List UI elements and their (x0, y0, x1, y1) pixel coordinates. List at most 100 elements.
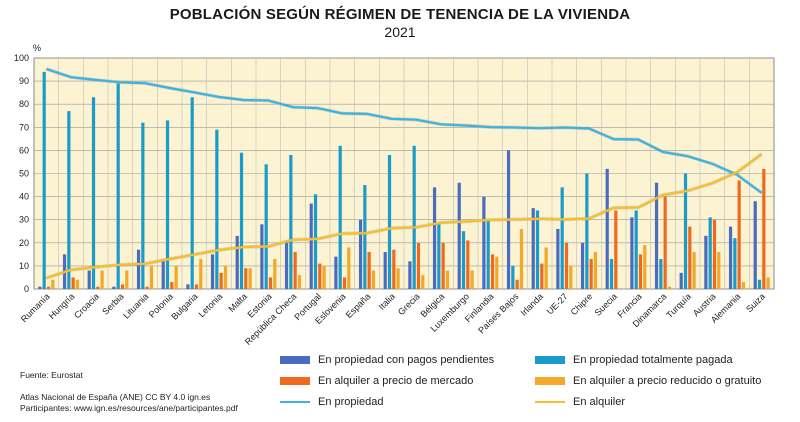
x-tick-label: Italia (377, 291, 398, 312)
bar (367, 252, 371, 289)
bar (457, 182, 461, 289)
y-tick-label: 60 (19, 145, 29, 155)
bar (284, 240, 289, 289)
legend-item-en-alquiler: En alquiler (535, 396, 625, 408)
credit-line-1: Atlas Nacional de España (ANE) CC BY 4.0… (20, 392, 211, 402)
bar (445, 270, 450, 289)
bar (704, 235, 708, 289)
x-tick-label: Lituania (121, 291, 150, 320)
bar (260, 224, 264, 289)
bar (408, 261, 412, 289)
y-tick-label: 40 (19, 192, 29, 202)
bar (42, 71, 46, 289)
bar (741, 282, 746, 289)
y-tick-label: 30 (19, 215, 29, 225)
legend-swatch (280, 377, 310, 385)
bar (199, 258, 203, 289)
x-tick-label: Grecia (396, 291, 422, 317)
chart-subtitle: 2021 (384, 24, 416, 40)
legend-swatch (280, 356, 310, 364)
bar (170, 282, 174, 289)
bar (383, 252, 387, 289)
bar (708, 217, 712, 289)
bar (120, 284, 125, 289)
bar (540, 263, 544, 289)
legend-line (280, 401, 310, 403)
legend-label: En propiedad con pagos pendientes (318, 354, 495, 366)
bar (482, 196, 486, 289)
chart-title: POBLACIÓN SEGÚN RÉGIMEN DE TENENCIA DE L… (169, 6, 631, 23)
x-tick-label: Turquía (664, 291, 693, 320)
bar (273, 258, 277, 289)
x-tick-label: Suiza (744, 291, 767, 314)
bar (486, 219, 490, 289)
series-line (45, 153, 763, 280)
bar (347, 247, 351, 289)
bar (165, 120, 170, 290)
bar (161, 258, 165, 289)
x-tick-label: Malta (226, 291, 249, 314)
bar (194, 284, 199, 289)
grid-lines (34, 57, 774, 290)
bar (556, 228, 560, 289)
x-tick-label: Letonia (196, 291, 224, 319)
x-tick-label: Irlanda (519, 291, 546, 318)
bar (358, 219, 363, 289)
bar (392, 249, 396, 289)
bar (585, 173, 589, 289)
bar (511, 265, 515, 289)
bar (309, 203, 313, 289)
bar (569, 265, 573, 289)
bar (441, 242, 445, 289)
bar (643, 245, 647, 289)
bar (46, 286, 51, 289)
bar (762, 168, 766, 289)
bar (470, 270, 474, 289)
bar (416, 242, 421, 289)
bar (495, 256, 499, 289)
bar (728, 226, 733, 289)
bar (149, 265, 154, 289)
x-tick-label: Hungría (47, 291, 77, 321)
legend-item-alquiler-reducido: En alquiler a precio reducido o gratuito (535, 375, 761, 387)
x-tick-label: España (344, 291, 373, 320)
bar (667, 286, 672, 289)
bar (753, 201, 757, 289)
bar (544, 247, 548, 289)
legend-label: En alquiler (573, 396, 625, 408)
bar (437, 224, 441, 289)
bar (580, 242, 585, 289)
bar (145, 286, 149, 289)
bar (112, 286, 116, 289)
source-note: Fuente: Eurostat (20, 370, 83, 380)
y-tick-label: 80 (19, 99, 29, 109)
y-tick-label: 0 (24, 284, 29, 294)
x-tick-label: Rumanía (19, 291, 52, 324)
bar (412, 145, 416, 289)
bar (688, 226, 692, 289)
bar (737, 180, 741, 289)
bar (490, 254, 495, 289)
bar (239, 152, 244, 289)
bar (219, 272, 223, 289)
legend-label: En alquiler a precio de mercado (318, 375, 474, 387)
bar (91, 97, 96, 290)
bar (116, 83, 120, 289)
bar (605, 168, 609, 289)
y-tick-label: 20 (19, 238, 29, 248)
bar (466, 240, 470, 289)
bar (100, 270, 104, 289)
bar (535, 210, 540, 289)
bar (717, 252, 721, 289)
bar (609, 258, 614, 289)
bar (51, 279, 55, 289)
bar (297, 275, 302, 289)
bar (396, 268, 400, 289)
x-tick-label: Bulgaria (169, 291, 199, 321)
legend-label: En propiedad totalmente pagada (573, 354, 733, 366)
y-tick-label: 90 (19, 76, 29, 86)
x-tick-label: UE-27 (545, 291, 570, 316)
bar (342, 277, 347, 289)
chart-plot: 0 10 20 30 40 50 60 70 80 90 100 RumaníaHungríaCro… (14, 43, 775, 345)
bar (186, 284, 190, 289)
